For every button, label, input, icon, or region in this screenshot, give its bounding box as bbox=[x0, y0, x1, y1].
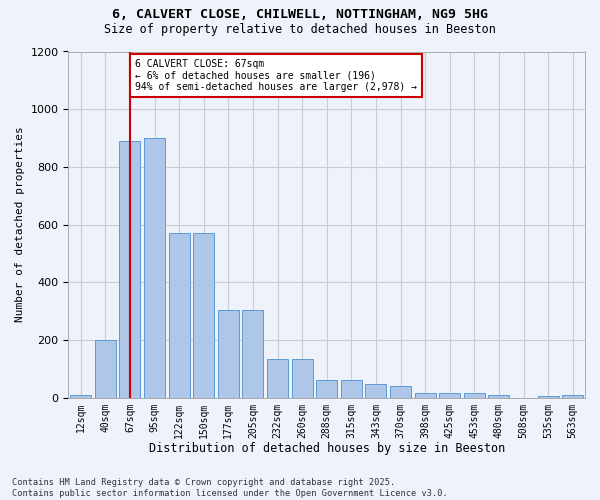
Bar bbox=[169, 234, 190, 398]
Text: 6 CALVERT CLOSE: 67sqm
← 6% of detached houses are smaller (196)
94% of semi-det: 6 CALVERT CLOSE: 67sqm ← 6% of detached … bbox=[135, 58, 417, 92]
Text: 6, CALVERT CLOSE, CHILWELL, NOTTINGHAM, NG9 5HG: 6, CALVERT CLOSE, CHILWELL, NOTTINGHAM, … bbox=[112, 8, 488, 20]
Text: Size of property relative to detached houses in Beeston: Size of property relative to detached ho… bbox=[104, 22, 496, 36]
Bar bbox=[365, 384, 386, 398]
Bar bbox=[488, 396, 509, 398]
Bar bbox=[439, 394, 460, 398]
Bar bbox=[464, 394, 485, 398]
Bar bbox=[144, 138, 165, 398]
Bar bbox=[242, 310, 263, 398]
Bar bbox=[292, 359, 313, 398]
Bar bbox=[390, 386, 411, 398]
Bar bbox=[119, 141, 140, 398]
Bar bbox=[193, 234, 214, 398]
Text: Contains HM Land Registry data © Crown copyright and database right 2025.
Contai: Contains HM Land Registry data © Crown c… bbox=[12, 478, 448, 498]
Y-axis label: Number of detached properties: Number of detached properties bbox=[15, 126, 25, 322]
Bar bbox=[415, 394, 436, 398]
Bar bbox=[95, 340, 116, 398]
Bar bbox=[341, 380, 362, 398]
Bar bbox=[538, 396, 559, 398]
Bar bbox=[218, 310, 239, 398]
Bar bbox=[562, 395, 583, 398]
Bar bbox=[70, 395, 91, 398]
X-axis label: Distribution of detached houses by size in Beeston: Distribution of detached houses by size … bbox=[149, 442, 505, 455]
Bar bbox=[316, 380, 337, 398]
Bar bbox=[267, 359, 288, 398]
